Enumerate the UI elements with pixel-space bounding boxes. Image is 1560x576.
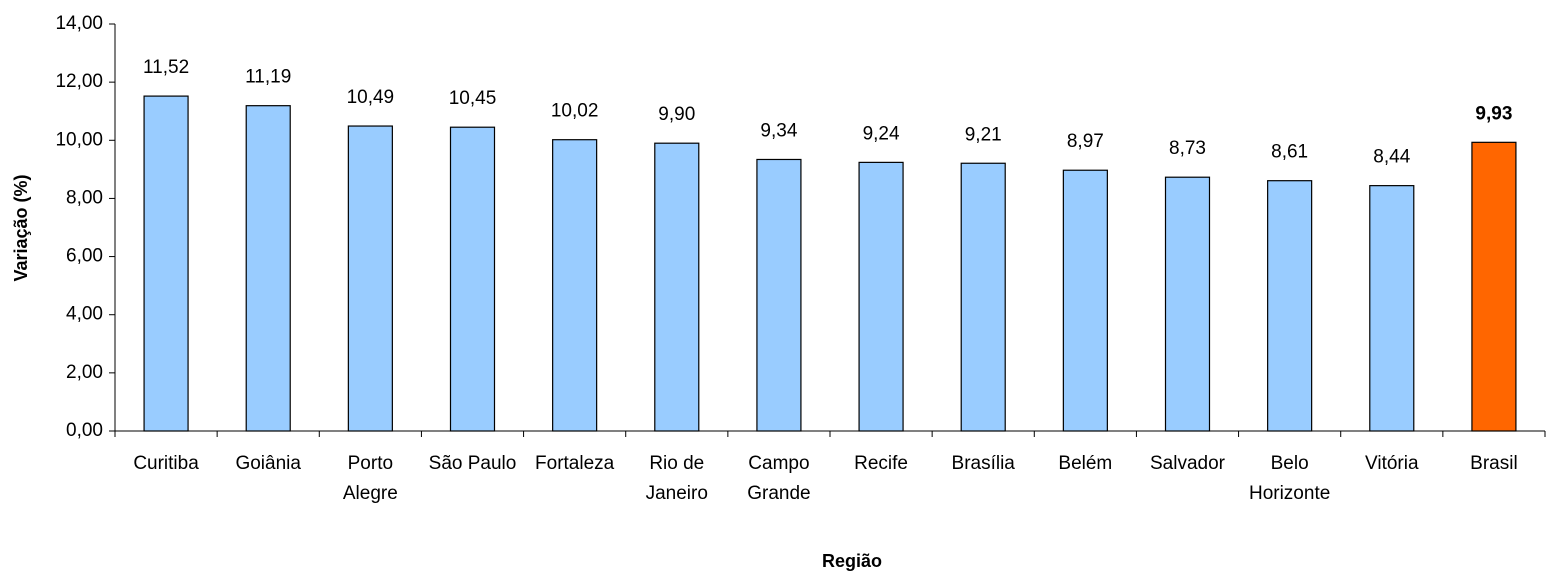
bar	[143, 95, 189, 432]
y-tick-label: 14,00	[55, 13, 103, 34]
x-tick-label: Rio de Janeiro	[645, 453, 708, 504]
y-tick-label: 4,00	[66, 304, 103, 325]
value-label: 8,61	[1271, 142, 1308, 163]
bar	[449, 126, 496, 432]
x-tick-label: Vitória	[1365, 453, 1419, 474]
bar	[858, 161, 904, 432]
x-tick-label: Porto Alegre	[342, 453, 398, 504]
value-label: 11,52	[143, 57, 189, 78]
value-label: 9,24	[863, 123, 900, 144]
y-tick-label: 12,00	[55, 71, 103, 92]
x-axis-title: Região	[822, 551, 882, 571]
bar	[960, 162, 1006, 432]
x-tick-label: Fortaleza	[535, 453, 615, 474]
bar	[1062, 169, 1108, 432]
x-tick-label: Campo Grande	[747, 453, 811, 504]
bar	[756, 158, 802, 432]
bar	[347, 125, 393, 432]
value-label: 8,97	[1067, 131, 1104, 152]
bar	[552, 139, 598, 432]
x-tick-label: Brasília	[951, 453, 1015, 474]
x-tick-label: Curitiba	[133, 453, 199, 474]
value-label: 10,45	[449, 88, 497, 109]
bar	[245, 105, 291, 432]
x-tick-label: Salvador	[1150, 453, 1225, 474]
bar	[1369, 185, 1415, 432]
x-tick-label: Brasil	[1470, 453, 1518, 474]
y-tick-label: 8,00	[66, 187, 103, 208]
value-label: 10,02	[551, 101, 599, 122]
x-tick-label: Belo Horizonte	[1248, 453, 1331, 504]
value-label: 11,19	[245, 67, 291, 88]
value-label: 10,49	[347, 87, 395, 108]
y-axis-title: Variação (%)	[11, 174, 31, 281]
value-label: 8,73	[1169, 138, 1206, 159]
value-label: 9,21	[965, 124, 1002, 145]
bar	[1164, 176, 1211, 432]
bar	[654, 142, 700, 432]
y-tick-label: 0,00	[66, 420, 103, 441]
x-tick-label: Belém	[1058, 453, 1113, 474]
value-label: 9,93	[1475, 103, 1512, 124]
value-label: 9,34	[760, 120, 797, 141]
x-tick-label: Recife	[854, 453, 908, 474]
x-tick-label: Goiânia	[235, 453, 301, 474]
y-tick-label: 10,00	[55, 129, 103, 150]
x-tick-label: São Paulo	[428, 453, 517, 474]
y-tick-label: 2,00	[66, 362, 103, 383]
bar	[1267, 180, 1313, 432]
bar	[1471, 141, 1517, 432]
y-tick-label: 6,00	[66, 246, 103, 267]
value-label: 9,90	[658, 104, 695, 125]
value-label: 8,44	[1373, 147, 1410, 168]
